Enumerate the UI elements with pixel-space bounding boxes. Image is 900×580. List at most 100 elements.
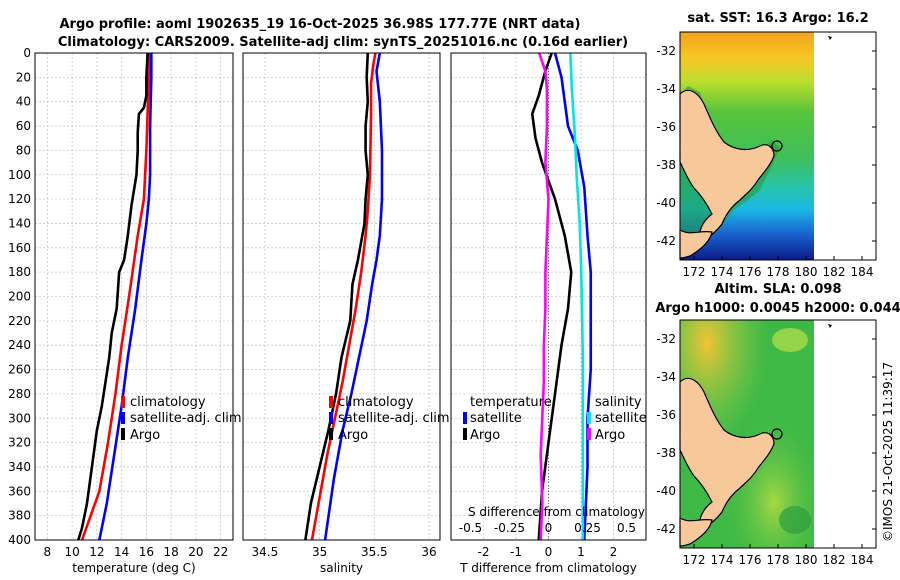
map-x-tick-label: 178 xyxy=(767,265,790,279)
x-axis-label: T difference from climatology xyxy=(459,561,637,575)
x-axis-label: temperature (deg C) xyxy=(72,561,195,575)
legend-swatch-sal-argo xyxy=(587,428,591,440)
map-x-tick-label: 182 xyxy=(823,553,846,567)
series-climatology xyxy=(310,52,377,541)
x-tick-label: -2 xyxy=(478,545,490,559)
x-tick-label: -1 xyxy=(510,545,522,559)
map-y-tick-label: -36 xyxy=(656,120,676,134)
sst-no-data xyxy=(814,32,876,260)
plot-frame xyxy=(242,52,441,541)
series-satellite-adj-clim xyxy=(323,52,384,541)
sla-no-data xyxy=(814,320,876,548)
legend-swatch-argo xyxy=(121,428,125,440)
sla-map xyxy=(679,319,877,549)
sst-islet xyxy=(828,36,832,40)
series-climatology xyxy=(80,53,151,541)
legend-swatch-temp-argo xyxy=(463,428,467,440)
salinity-panel: 34.5 35 35.5 36 salinity xyxy=(242,52,441,575)
y-tick-label: 220 xyxy=(8,314,31,328)
series-temperature-argo xyxy=(530,52,573,541)
imos-timestamp: ©IMOS 21-Oct-2025 11:39:17 xyxy=(881,362,895,542)
sla-eddy-3 xyxy=(779,506,811,534)
map-x-tick-label: 182 xyxy=(823,265,846,279)
legend-label-climatology: climatology xyxy=(338,395,414,410)
x-axis-label: salinity xyxy=(320,561,363,575)
x-tick-label: 14 xyxy=(114,545,129,559)
y-tick-label: 320 xyxy=(8,436,31,450)
map-y-tick-label: -36 xyxy=(656,408,676,422)
series-salinity-argo xyxy=(537,52,550,541)
series-satellite-adj-clim xyxy=(98,53,153,541)
legend-label-argo: Argo xyxy=(130,428,160,443)
sla-islet xyxy=(828,324,832,328)
legend-label-sal-satellite: satellite xyxy=(595,411,647,426)
map-y-tick-label: -34 xyxy=(656,370,676,384)
x2-tick-label: 0.25 xyxy=(574,521,601,535)
map-y-tick-label: -32 xyxy=(656,44,676,58)
sst-argo-marker xyxy=(771,140,783,152)
map-x-tick-label: 176 xyxy=(739,265,762,279)
y-tick-label: 20 xyxy=(16,70,31,84)
x-tick-label: 20 xyxy=(188,545,203,559)
legend-label-temp-argo: Argo xyxy=(470,428,500,443)
x-tick-label: 22 xyxy=(213,545,228,559)
legend-swatch-climatology xyxy=(121,396,125,408)
plot-frame xyxy=(34,52,234,541)
sla-map-title: Altim. SLA: 0.098 xyxy=(715,282,842,297)
y-tick-label: 280 xyxy=(8,387,31,401)
y-tick-label: 160 xyxy=(8,241,31,255)
y-tick-label: 80 xyxy=(16,143,31,157)
x-tick-label: 0 xyxy=(545,545,553,559)
x-tick-label: 12 xyxy=(89,545,104,559)
series-argo xyxy=(77,52,149,541)
difference-legend: temperature satellite Argo salinity sate… xyxy=(463,395,647,443)
y-tick-label: 140 xyxy=(8,216,31,230)
map-x-tick-label: 180 xyxy=(795,553,818,567)
y-tick-label: 100 xyxy=(8,168,31,182)
y-tick-label: 300 xyxy=(8,411,31,425)
difference-panel: -2 -1 0 1 2 T difference from climatology S di… xyxy=(450,52,647,575)
x-tick-label: 36 xyxy=(421,545,436,559)
map-x-tick-label: 184 xyxy=(851,265,874,279)
map-y-tick-label: -34 xyxy=(656,82,676,96)
legend-label-satellite: satellite-adj. clim xyxy=(130,411,242,426)
map-y-tick-label: -38 xyxy=(656,158,676,172)
sst-map-title: sat. SST: 16.3 Argo: 16.2 xyxy=(687,11,868,26)
legend-label-satellite: satellite-adj. clim xyxy=(338,411,450,426)
temperature-panel: 0 20 40 60 80 100 120 140 160 180 200 220 240 260 280 3… xyxy=(8,46,234,575)
legend-label-sal-argo: Argo xyxy=(595,428,625,443)
y-tick-label: 60 xyxy=(16,119,31,133)
map-x-tick-label: 176 xyxy=(739,553,762,567)
sst-map-axes: 172 174 176 178 180 182 184 -32 -34 -36 -38 -40 -42 xyxy=(656,44,876,279)
y-tick-label: 0 xyxy=(23,46,31,60)
legend-swatch-argo xyxy=(329,428,333,440)
series-argo xyxy=(304,52,370,541)
legend-swatch-sal-satellite xyxy=(587,412,591,424)
map-x-tick-label: 172 xyxy=(683,265,706,279)
sla-south-island xyxy=(679,516,713,547)
x-tick-label: 18 xyxy=(163,545,178,559)
sla-eddy-1 xyxy=(772,328,808,352)
legend-heading-salinity: salinity xyxy=(595,395,642,410)
y-tick-label: 240 xyxy=(8,338,31,352)
y-tick-label: 40 xyxy=(16,95,31,109)
y-tick-label: 120 xyxy=(8,192,31,206)
x-tick-label: 34.5 xyxy=(252,545,279,559)
temperature-legend: climatology satellite-adj. clim Argo xyxy=(121,395,242,443)
map-y-tick-label: -40 xyxy=(656,484,676,498)
map-y-tick-label: -40 xyxy=(656,196,676,210)
plot-frame xyxy=(450,52,647,541)
legend-label-climatology: climatology xyxy=(130,395,206,410)
y-tick-label: 180 xyxy=(8,265,31,279)
x-tick-label: 35.5 xyxy=(361,545,388,559)
map-x-tick-label: 184 xyxy=(851,553,874,567)
map-x-tick-label: 174 xyxy=(711,265,734,279)
x-tick-label: 10 xyxy=(64,545,79,559)
title-line-2: Climatology: CARS2009. Satellite-adj cli… xyxy=(58,35,628,50)
legend-swatch-temp-satellite xyxy=(463,412,467,424)
legend-label-temp-satellite: satellite xyxy=(470,411,522,426)
map-x-tick-label: 180 xyxy=(795,265,818,279)
map-y-tick-label: -42 xyxy=(656,522,676,536)
sst-north-island xyxy=(679,89,775,243)
